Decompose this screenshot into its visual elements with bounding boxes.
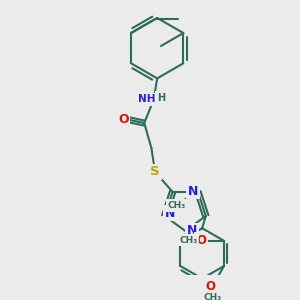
Text: NH: NH — [138, 94, 156, 104]
Text: O: O — [205, 280, 215, 292]
Text: CH₃: CH₃ — [167, 201, 185, 210]
Text: N: N — [187, 224, 197, 237]
Text: N: N — [165, 207, 175, 220]
Text: CH₃: CH₃ — [203, 293, 222, 300]
Text: N: N — [188, 184, 198, 198]
Text: O: O — [196, 234, 206, 247]
Text: H: H — [157, 93, 165, 103]
Text: S: S — [150, 165, 160, 178]
Text: CH₃: CH₃ — [180, 236, 198, 244]
Text: O: O — [118, 113, 129, 126]
